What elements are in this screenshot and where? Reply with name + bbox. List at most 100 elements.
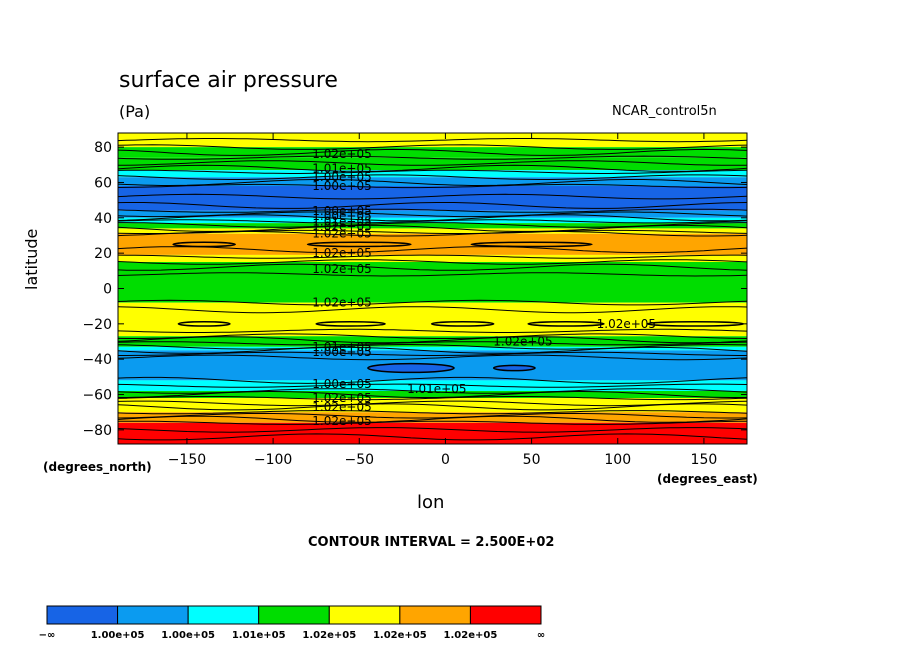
contour-line: [117, 272, 748, 277]
contour-band: [118, 170, 747, 178]
y-tick-label: −20: [82, 317, 112, 333]
y-tick-label: 80: [94, 140, 112, 156]
contour-line: [117, 202, 748, 209]
contour-line: [117, 219, 748, 224]
contour-line: [117, 155, 748, 160]
contour-line: [117, 376, 748, 384]
x-tick-label: −50: [344, 452, 374, 468]
closed-contour: [315, 320, 386, 327]
contour-line: [117, 427, 748, 433]
contour-label: 1.01e+05: [407, 382, 466, 396]
colorbar-label: 1.02e+05: [302, 630, 356, 641]
colorbar-swatch: [258, 605, 330, 625]
x-tick-label: 100: [604, 452, 631, 468]
contour-line: [117, 214, 748, 222]
contour-line: [117, 346, 748, 354]
contour-label: 1.00e+05: [312, 377, 371, 391]
contour-band: [118, 254, 747, 262]
contour-line: [117, 328, 748, 333]
contour-label: 1.02e+05: [312, 246, 371, 260]
contour-label: 1.00e+05: [312, 179, 371, 193]
x-tick-label: −150: [168, 452, 206, 468]
colorbar-label: ∞: [537, 630, 545, 641]
contour-band: [118, 346, 747, 351]
contour-label: 1.02e+05: [312, 400, 371, 414]
y-tick-label: 0: [103, 282, 112, 298]
y-axis-units: (degrees_north): [43, 460, 152, 474]
contour-label: 1.01e+05: [312, 161, 371, 175]
colorbar-label: 1.02e+05: [444, 630, 498, 641]
contour-band: [118, 261, 747, 303]
contour-band: [118, 210, 747, 218]
contour-interval-text: CONTOUR INTERVAL = 2.500E+02: [308, 535, 555, 550]
contour-line: [117, 148, 748, 156]
contour-band: [118, 380, 747, 391]
contour-line: [117, 174, 748, 180]
contour-line: [117, 420, 748, 425]
contour-line: [117, 396, 748, 401]
contour-line: [117, 164, 748, 172]
y-tick-label: 20: [94, 246, 112, 262]
colorbar-swatch: [469, 605, 542, 625]
contour-line: [117, 415, 748, 423]
contour-line: [117, 383, 748, 388]
contour-line: [117, 230, 748, 237]
contour-label: 1.02e+05: [312, 262, 371, 276]
contour-label: 1.02e+05: [493, 335, 552, 349]
colorbar-swatch: [399, 605, 471, 625]
colorbar-label: 1.02e+05: [373, 630, 427, 641]
contour-line: [118, 351, 747, 356]
contour-label: 1.02e+05: [312, 296, 371, 310]
contour-label: 1.02e+05: [597, 317, 656, 331]
contour-line: [117, 229, 748, 234]
colorbar-swatch: [328, 605, 401, 625]
chart-title: surface air pressure: [119, 68, 338, 93]
contour-line: [117, 193, 748, 200]
x-axis-label: lon: [417, 492, 445, 513]
contour-line: [117, 183, 748, 189]
closed-contour: [492, 364, 536, 372]
colorbar-label: 1.01e+05: [232, 630, 286, 641]
colorbar-label: −∞: [39, 630, 56, 641]
contour-band: [118, 422, 747, 444]
closed-contour: [172, 241, 236, 248]
contour-band: [118, 177, 747, 187]
x-tick-label: 50: [523, 452, 541, 468]
contour-label: 1.00e+05: [312, 170, 371, 184]
contour-band: [118, 223, 747, 229]
contour-line: [117, 263, 748, 271]
contour-line: [117, 160, 748, 166]
contour-label: 1.01e+05: [312, 214, 371, 228]
y-tick-label: 60: [94, 175, 112, 191]
closed-contour: [430, 320, 495, 327]
contour-label: 1.00e+05: [312, 209, 371, 223]
contour-line: [117, 433, 748, 441]
contour-label: 1.02e+05: [312, 147, 371, 161]
contour-label: 1.00e+05: [312, 345, 371, 359]
contour-line: [118, 391, 747, 398]
contour-line: [117, 259, 748, 265]
closed-contour: [367, 362, 455, 374]
contour-line: [117, 254, 748, 259]
contour-line: [117, 410, 748, 415]
y-tick-label: 40: [94, 211, 112, 227]
colorbar-swatch: [187, 605, 260, 625]
contour-label: 1.01e+05: [312, 340, 371, 354]
contour-line: [117, 400, 748, 407]
y-tick-label: −60: [82, 388, 112, 404]
contour-line: [117, 246, 748, 254]
contour-label: 1.02e+05: [312, 227, 371, 241]
contour-line: [117, 208, 748, 213]
closed-contour: [527, 320, 605, 327]
closed-contour: [177, 320, 231, 327]
contour-label: 1.02e+05: [312, 414, 371, 428]
contour-band: [118, 147, 747, 158]
contour-line: [117, 403, 748, 411]
contour-band: [118, 390, 747, 399]
contour-line: [117, 336, 748, 344]
contour-label: 1.00e+05: [312, 204, 371, 218]
contour-band: [118, 233, 747, 255]
contour-line: [117, 299, 748, 306]
contour-line: [117, 179, 748, 186]
